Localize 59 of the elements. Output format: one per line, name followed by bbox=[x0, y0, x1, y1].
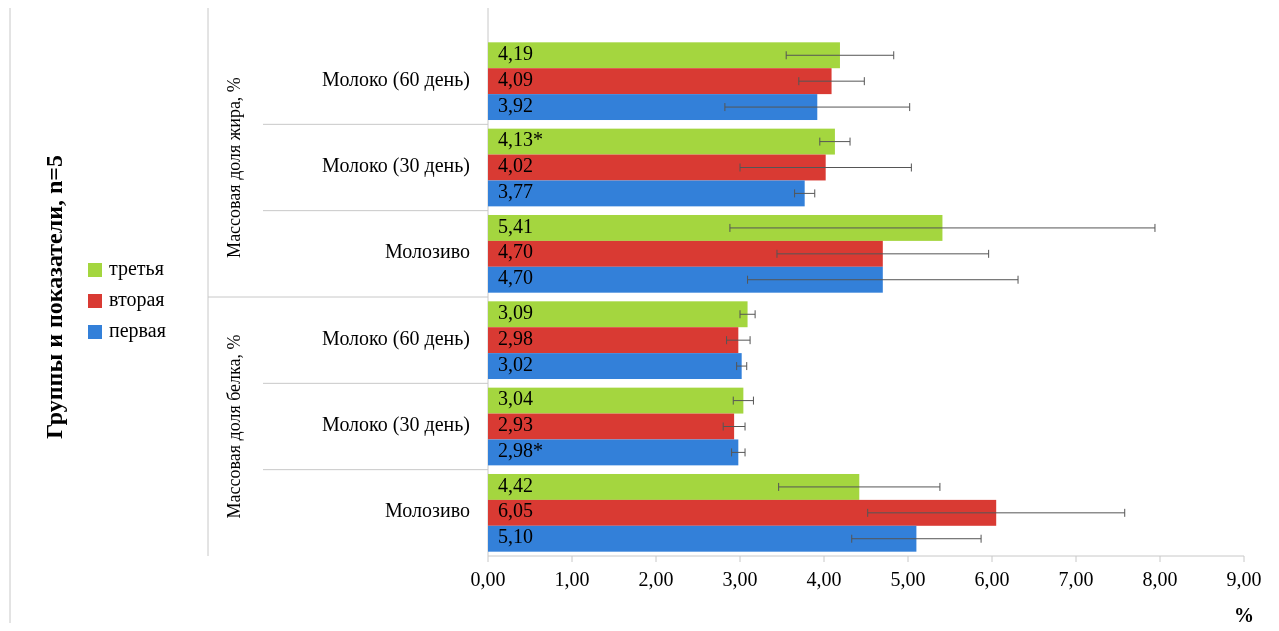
x-tick-label: 4,00 bbox=[806, 568, 842, 590]
x-tick-label: 2,00 bbox=[638, 568, 674, 590]
bar bbox=[488, 387, 744, 414]
data-label: 2,98* bbox=[498, 438, 543, 461]
data-label: 4,70 bbox=[498, 266, 533, 289]
data-label: 3,04 bbox=[498, 387, 533, 410]
data-label: 5,10 bbox=[498, 525, 533, 548]
bar bbox=[488, 94, 818, 121]
data-label: 3,77 bbox=[498, 179, 533, 202]
bar bbox=[488, 301, 748, 328]
bar bbox=[488, 353, 742, 380]
data-label: 4,19 bbox=[498, 41, 533, 64]
x-tick-label: 1,00 bbox=[554, 568, 590, 590]
y-tick-label: Молоко (30 день) bbox=[322, 154, 470, 178]
data-label: 2,98 bbox=[498, 326, 533, 349]
bar bbox=[488, 525, 917, 552]
bar bbox=[488, 180, 805, 207]
data-label: 4,02 bbox=[498, 154, 533, 177]
data-label: 4,09 bbox=[498, 67, 533, 90]
data-label: 2,93 bbox=[498, 413, 533, 436]
y-tick-label: Молоко (60 день) bbox=[322, 67, 470, 91]
bar bbox=[488, 154, 826, 181]
bar bbox=[488, 439, 739, 466]
x-tick-label: 7,00 bbox=[1058, 568, 1094, 590]
data-label: 4,42 bbox=[498, 473, 533, 496]
legend-label: первая bbox=[109, 318, 166, 342]
data-label: 5,41 bbox=[498, 214, 533, 237]
y-tick-label: Молоко (30 день) bbox=[322, 413, 470, 437]
x-axis-title: % bbox=[1234, 604, 1254, 626]
text: Массовая доля белка, % bbox=[224, 334, 245, 519]
data-label: 6,05 bbox=[498, 499, 533, 522]
y-tick-label: Молозиво bbox=[385, 240, 470, 263]
bar bbox=[488, 327, 739, 354]
legend-label: вторая bbox=[109, 287, 165, 311]
legend-label: третья bbox=[109, 256, 164, 280]
x-tick-label: 8,00 bbox=[1142, 568, 1178, 590]
data-label: 4,70 bbox=[498, 240, 533, 263]
x-tick-label: 6,00 bbox=[974, 568, 1010, 590]
text: Группы и показатели, n=5 bbox=[40, 154, 67, 440]
data-label: 3,92 bbox=[498, 93, 533, 116]
x-tick-label: 0,00 bbox=[470, 568, 506, 590]
y-tick-label: Молоко (60 день) bbox=[322, 326, 470, 350]
x-tick-label: 5,00 bbox=[890, 568, 926, 590]
x-tick-label: 9,00 bbox=[1226, 568, 1262, 590]
x-tick-label: 3,00 bbox=[722, 568, 758, 590]
data-label: 3,09 bbox=[498, 300, 533, 323]
bar bbox=[488, 68, 832, 95]
data-label: 3,02 bbox=[498, 352, 533, 375]
bar bbox=[488, 266, 883, 293]
bar bbox=[488, 42, 840, 69]
bar bbox=[488, 240, 883, 267]
y-tick-label: Молозиво bbox=[385, 499, 470, 522]
bar bbox=[488, 499, 997, 526]
bar bbox=[488, 128, 835, 155]
bar bbox=[488, 413, 735, 440]
data-label: 4,13* bbox=[498, 128, 543, 151]
bar bbox=[488, 473, 860, 500]
text: Массовая доля жира, % bbox=[224, 77, 245, 258]
bar bbox=[488, 214, 943, 241]
